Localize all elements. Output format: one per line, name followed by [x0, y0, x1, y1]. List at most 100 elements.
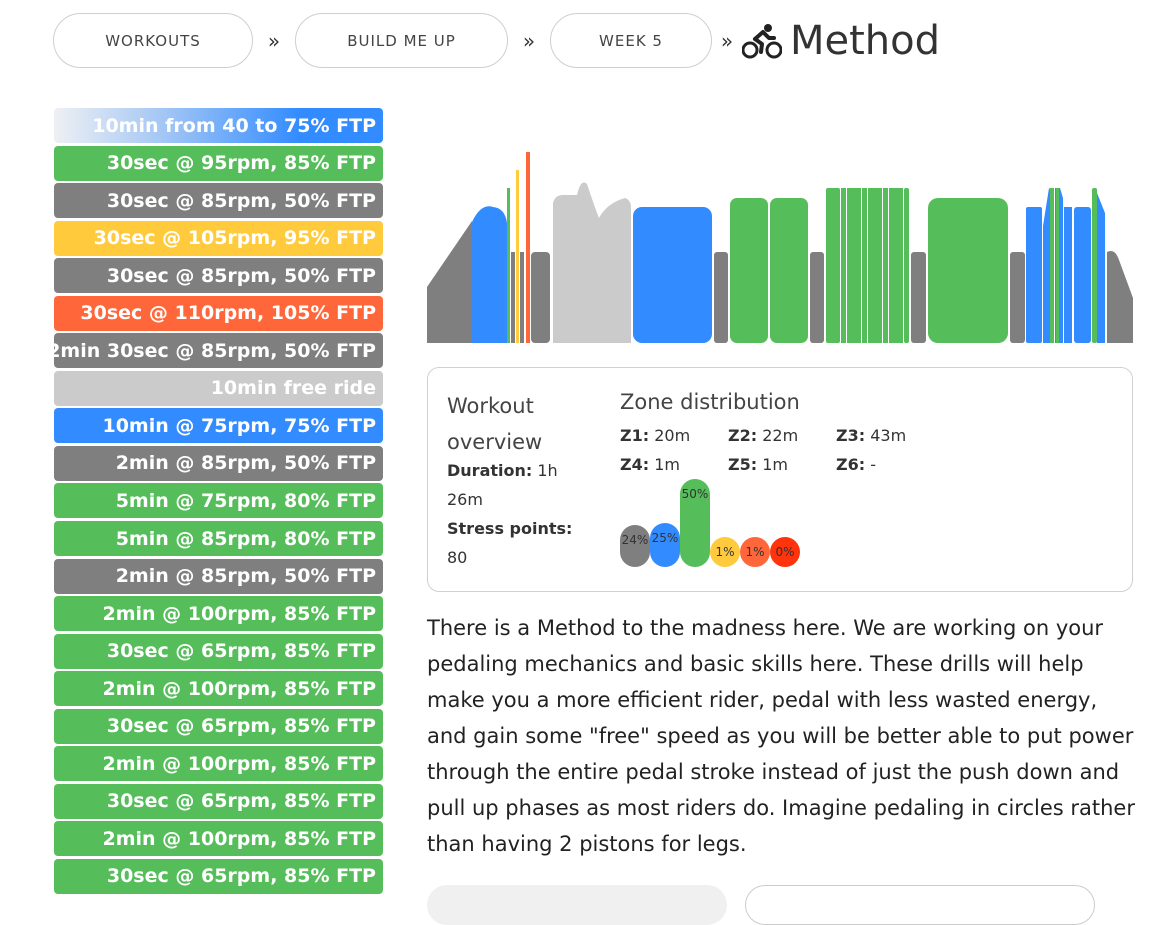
interval-item: 30sec @ 65rpm, 85% FTP	[54, 708, 383, 744]
zone-item-z5: Z5: 1m	[728, 455, 788, 474]
interval-item: 30sec @ 110rpm, 105% FTP	[54, 295, 383, 331]
zone-bar: 24%	[620, 524, 650, 567]
tempo-block	[730, 198, 768, 343]
crumb-week-5[interactable]: WEEK 5	[550, 13, 712, 68]
zone-label: Z5	[728, 455, 751, 474]
crumb-workouts[interactable]: WORKOUTS	[53, 13, 253, 68]
zone-label: Z1	[620, 426, 643, 445]
tempo-block	[770, 198, 808, 343]
zone-bar: 1%	[740, 537, 770, 567]
interval-item: 30sec @ 105rpm, 95% FTP	[54, 220, 383, 256]
interval-item: 2min @ 85rpm, 50% FTP	[54, 558, 383, 594]
interval-item: 30sec @ 95rpm, 85% FTP	[54, 145, 383, 181]
recovery-block	[810, 252, 824, 343]
recovery-block	[911, 252, 926, 343]
zone-colon: :	[858, 426, 866, 445]
interval-item: 5min @ 85rpm, 80% FTP	[54, 521, 383, 557]
recovery-block	[1010, 252, 1025, 343]
drill-block	[862, 188, 867, 343]
action-button[interactable]	[427, 885, 727, 925]
interval-item: 2min @ 100rpm, 85% FTP	[54, 746, 383, 782]
interval-list: 10min from 40 to 75% FTP 30sec @ 95rpm, 8…	[47, 108, 383, 896]
page-title: Method	[742, 18, 940, 64]
zone-value: 1m	[654, 455, 680, 474]
interval-item: 5min @ 75rpm, 80% FTP	[54, 483, 383, 519]
duration-label: Duration:	[447, 461, 533, 480]
drill-block	[511, 252, 515, 343]
interval-item: 10min free ride	[54, 370, 383, 406]
drill-block	[841, 188, 846, 343]
zone-bar: 1%	[710, 537, 740, 567]
zone-item-z6: Z6: -	[836, 455, 876, 474]
zone-bar: 0%	[770, 537, 800, 567]
warmup-ramp	[427, 221, 472, 343]
zone-colon: :	[642, 426, 650, 445]
cooldown-ramp	[1107, 251, 1133, 343]
free-ride-block	[553, 182, 631, 343]
zone-label: Z4	[620, 455, 643, 474]
interval-item: 30sec @ 85rpm, 50% FTP	[54, 183, 383, 219]
recovery-block	[531, 252, 550, 343]
drill-block	[516, 170, 519, 343]
zone-colon: :	[858, 455, 866, 474]
drill-block	[826, 188, 840, 343]
workout-description: There is a Method to the madness here. W…	[427, 616, 1135, 856]
warmup-ramp-blue	[472, 206, 507, 343]
workout-overview-card: Workout overview Duration: 1h 26m Stress…	[427, 367, 1133, 592]
zone-value: -	[870, 455, 877, 474]
interval-item: 2min @ 100rpm, 85% FTP	[54, 596, 383, 632]
zone-item-z4: Z4: 1m	[620, 455, 680, 474]
action-button[interactable]	[745, 885, 1095, 925]
interval-item: 10min @ 75rpm, 75% FTP	[54, 408, 383, 444]
interval-item: 30sec @ 85rpm, 50% FTP	[54, 258, 383, 294]
drill-block	[889, 188, 903, 343]
interval-item: 10min from 40 to 75% FTP	[54, 108, 383, 143]
drill-block	[520, 252, 524, 343]
interval-item: 2min @ 100rpm, 85% FTP	[54, 671, 383, 707]
interval-item: 2min @ 85rpm, 50% FTP	[54, 445, 383, 481]
zone-label: Z2	[728, 426, 751, 445]
zone-colon: :	[750, 426, 758, 445]
endurance-block	[1074, 207, 1091, 343]
endurance-block	[1026, 207, 1042, 343]
crumb-build-me-up[interactable]: BUILD ME UP	[295, 13, 508, 68]
interval-item: 30sec @ 65rpm, 85% FTP	[54, 633, 383, 669]
recovery-block	[714, 252, 728, 343]
zone-bar: 50%	[680, 479, 710, 567]
breadcrumb-separator: »	[267, 28, 281, 53]
breadcrumb-separator: »	[522, 28, 536, 53]
zone-item-z3: Z3: 43m	[836, 426, 906, 445]
interval-item: 2min @ 100rpm, 85% FTP	[54, 821, 383, 857]
stress-label: Stress points:	[447, 519, 573, 538]
stress-value: 80	[447, 548, 468, 567]
drill-block	[507, 188, 510, 343]
drill-block	[526, 152, 530, 343]
drill-block	[883, 188, 888, 343]
zone-value: 43m	[870, 426, 907, 445]
endurance-block	[1097, 193, 1105, 343]
zone-label: Z3	[836, 426, 859, 445]
page-title-text: Method	[790, 17, 941, 64]
drill-block	[847, 188, 861, 343]
cyclist-icon	[742, 23, 782, 58]
zone-distribution-title: Zone distribution	[620, 390, 800, 414]
endurance-block	[1064, 207, 1072, 343]
overview-stats: Duration: 1h 26m Stress points: 80	[447, 456, 597, 572]
overview-title: Workout overview	[447, 394, 543, 454]
zone-item-z2: Z2: 22m	[728, 426, 798, 445]
drill-block	[1050, 188, 1054, 343]
zone-label: Z6	[836, 455, 859, 474]
tempo-block	[928, 198, 1008, 343]
interval-item: 30sec @ 65rpm, 85% FTP	[54, 858, 383, 894]
drill-block	[868, 188, 882, 343]
interval-item: 2min 30sec @ 85rpm, 50% FTP	[47, 333, 383, 369]
zone-value: 22m	[762, 426, 799, 445]
duration-value: 1h 26m	[447, 461, 558, 509]
endurance-block	[633, 207, 712, 343]
zone-bar: 25%	[650, 523, 680, 567]
drill-block	[1056, 188, 1059, 343]
breadcrumb: WORKOUTS » BUILD ME UP » WEEK 5 » Method	[53, 12, 940, 69]
drill-block	[904, 188, 909, 343]
workout-profile-chart	[427, 152, 1133, 343]
zone-colon: :	[750, 455, 758, 474]
